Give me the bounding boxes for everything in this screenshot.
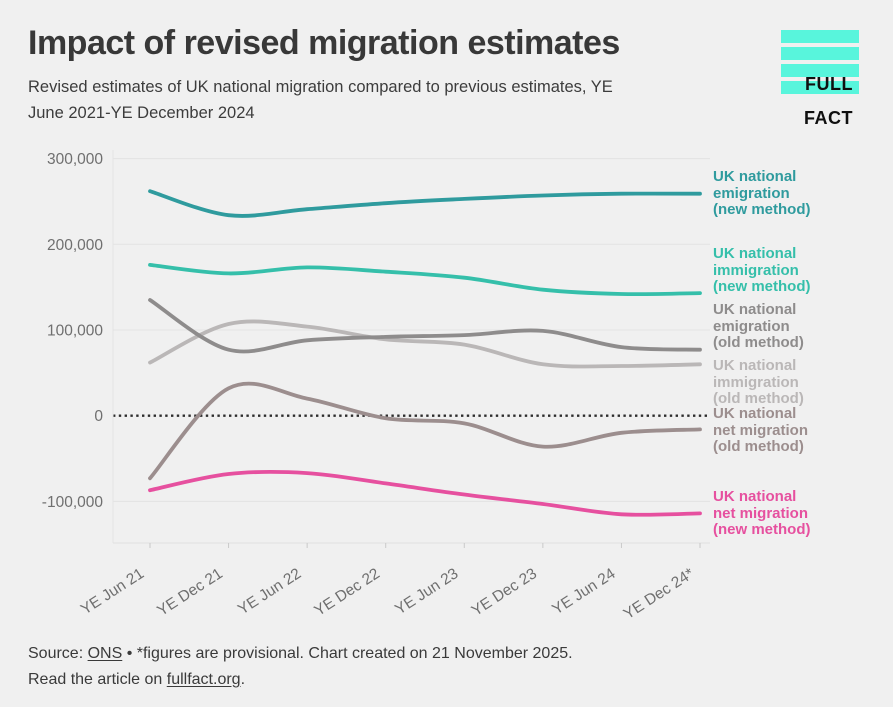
ons-link[interactable]: ONS [87, 645, 123, 662]
x-axis-tick-label: YE Jun 22 [235, 565, 304, 618]
series-line-uk-national-emigration-new-method [148, 189, 702, 218]
x-axis-tick-label: YE Dec 23 [469, 565, 540, 620]
logo-stripe [781, 30, 859, 43]
article-prefix: Read the article on [28, 670, 167, 688]
source-suffix: • *figures are provisional. Chart create… [122, 645, 573, 662]
x-axis-tick-label: YE Dec 21 [154, 565, 225, 620]
source-line: Source: ONS • *figures are provisional. … [28, 641, 573, 667]
article-suffix: . [240, 670, 246, 688]
logo-word-full: FULL [805, 74, 853, 94]
chart-subtitle: Revised estimates of UK national migrati… [28, 75, 768, 126]
y-axis-tick-label: 200,000 [47, 237, 103, 254]
logo-stripe [781, 64, 859, 77]
x-axis-tick-label: YE Dec 22 [311, 565, 382, 620]
series-line-uk-national-immigration-new-method [148, 262, 702, 297]
y-axis-tick-label: -100,000 [42, 494, 104, 511]
series-line-uk-national-immigration-old-method [148, 319, 702, 369]
y-axis-tick-label: 100,000 [47, 323, 103, 340]
logo-stripe [781, 81, 859, 94]
logo-word-fact: FACT [804, 108, 853, 128]
chart-footer: Source: ONS • *figures are provisional. … [28, 641, 573, 693]
series-line-uk-national-net-migration-old-method [148, 381, 702, 481]
y-axis-tick-label: 0 [94, 408, 103, 425]
fullfact-logo: FULL FACT [781, 30, 859, 127]
x-axis-tick-label: YE Dec 24* [621, 565, 697, 623]
series-line-uk-national-emigration-old-method [148, 298, 702, 354]
x-axis-tick-label: YE Jun 23 [392, 565, 461, 618]
logo-stripe [781, 47, 859, 60]
chart-header: Impact of revised migration estimates Re… [28, 24, 768, 126]
source-prefix: Source: [28, 645, 88, 662]
subtitle-line-1: Revised estimates of UK national migrati… [28, 78, 613, 97]
fullfact-link[interactable]: fullfact.org [166, 670, 241, 688]
series-line-uk-national-net-migration-new-method [148, 469, 702, 517]
x-axis-tick-label: YE Jun 24 [549, 565, 619, 618]
subtitle-line-2: June 2021-YE December 2024 [28, 103, 255, 122]
y-axis-tick-label: 300,000 [47, 151, 103, 168]
article-line: Read the article on fullfact.org. [28, 667, 573, 693]
page-title: Impact of revised migration estimates [28, 24, 620, 62]
x-axis-tick-label: YE Jun 21 [78, 565, 147, 618]
